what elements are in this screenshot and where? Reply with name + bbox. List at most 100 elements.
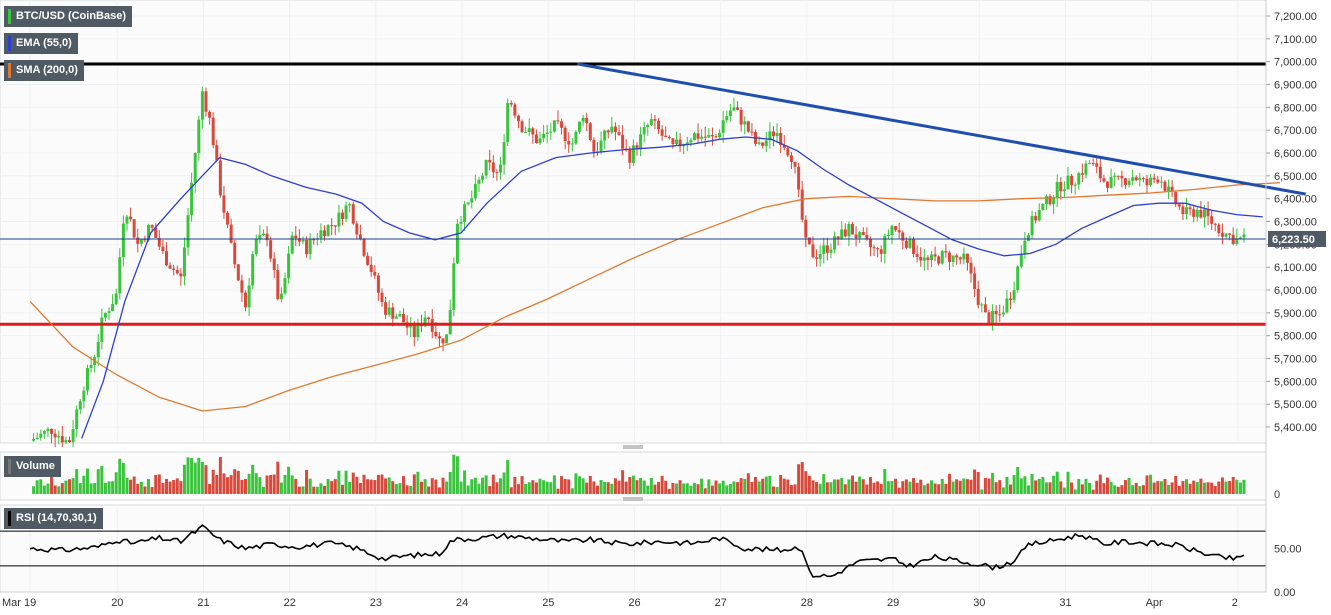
x-tick-label: 21 [197,597,209,609]
volume-bar [894,478,898,494]
volume-bar [937,484,941,494]
legend-sma[interactable]: SMA (200,0) [4,60,84,81]
volume-bar [588,475,592,494]
volume-bar [1001,487,1005,494]
volume-bar [506,459,510,494]
volume-bar [850,475,854,494]
candle [351,204,355,224]
volume-bar [653,484,657,494]
candle [606,130,610,133]
volume-bar [1066,471,1070,494]
volume-bar [1170,482,1174,494]
candle [613,126,617,133]
candle [1235,238,1239,244]
volume-bar [542,480,546,494]
candle [147,225,151,241]
volume-bar [797,464,801,494]
candle [50,428,54,434]
volume-bar [470,479,474,494]
volume-bar [685,483,689,494]
legend-rsi[interactable]: RSI (14,70,30,1) [4,508,103,529]
candle [222,195,226,213]
volume-bar [520,476,524,494]
candle [1116,175,1120,177]
volume-bar [186,457,190,494]
volume-bar [287,466,291,494]
volume-bar [754,476,758,494]
ema-swatch-icon [8,36,11,51]
volume-bar [980,489,984,494]
candle [1170,186,1174,193]
volume-bar [815,481,819,494]
candle [567,141,571,145]
y-tick-label: 5,500.00 [1274,399,1317,411]
volume-bar [822,474,826,494]
volume-bar [836,479,840,494]
volume-bar [114,472,118,494]
candle [768,131,772,141]
legend-volume[interactable]: Volume [4,456,61,477]
volume-bar [308,478,312,494]
candle [653,119,657,121]
volume-bar [1192,480,1196,494]
candle [556,120,560,122]
volume-bar [660,475,664,494]
volume-bar [707,479,711,494]
candle [193,153,197,183]
volume-bar [369,479,373,494]
volume-bar [804,471,808,494]
volume-bar [39,479,43,494]
candle [991,311,995,325]
volume-bar [193,462,197,494]
candle [560,121,564,128]
candle [1127,180,1131,185]
candle [509,102,513,105]
legend-main[interactable]: BTC/USD (CoinBase) [4,6,133,27]
candle [804,219,808,238]
candle [1026,235,1030,241]
y-tick-label: 6,300.00 [1274,217,1317,229]
volume-bar [1159,481,1163,494]
candle [786,148,790,156]
volume-bar [330,481,334,494]
candle [488,159,492,163]
volume-bar [1009,484,1013,494]
candle [71,429,75,443]
volume-bar [430,478,434,494]
candle [409,325,413,328]
volume-bar [516,484,520,494]
volume-bar [1220,477,1224,494]
candle [272,258,276,271]
y-tick-label: 7,200.00 [1274,11,1317,23]
volume-bar [595,485,599,494]
candle [1009,298,1013,301]
candle [355,223,359,235]
candle [294,235,298,239]
volume-bar [958,480,962,494]
candle [1102,178,1106,182]
volume-bar [768,475,772,494]
candle [764,140,768,146]
volume-bar [617,480,621,494]
candle [1217,224,1221,234]
volume-bar [1195,482,1199,494]
volume-bar [1141,485,1145,494]
volume-bar [771,486,775,494]
volume-bar [68,479,72,494]
volume-bar [1199,478,1203,494]
candle [940,251,944,264]
candle [208,111,212,118]
candle [789,155,793,162]
volume-bar [204,465,208,494]
candle [1120,175,1124,179]
legend-ema[interactable]: EMA (55,0) [4,33,78,54]
candle [175,269,179,274]
volume-bar [606,482,610,494]
candle [897,230,901,233]
candle [1131,177,1135,181]
volume-bar [405,485,409,494]
volume-bar [362,474,366,494]
volume-bar [621,470,625,494]
volume-bar [1052,475,1056,494]
